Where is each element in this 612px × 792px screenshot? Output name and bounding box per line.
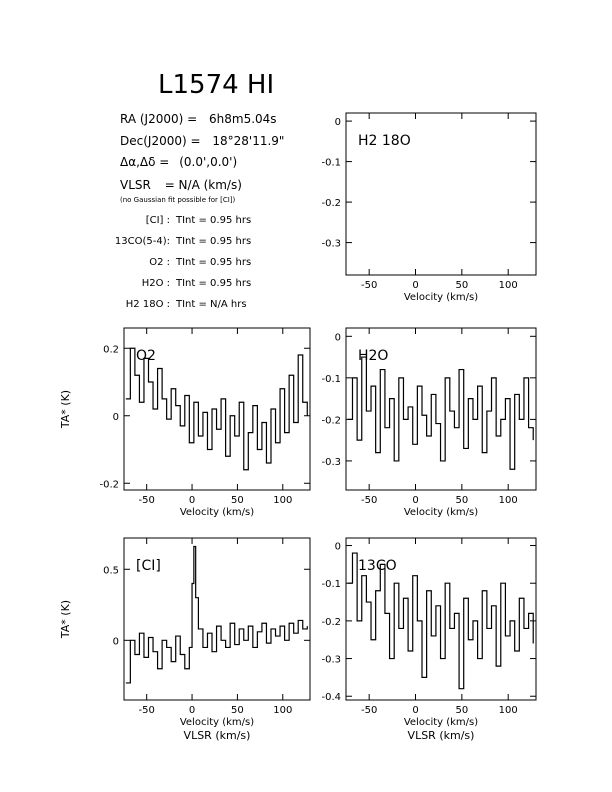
ra-label: RA (J2000) =: [120, 112, 198, 126]
x-tick-label: 100: [499, 705, 518, 716]
x-tick-label: 50: [231, 705, 244, 716]
y-axis-label: TA* (K): [59, 600, 72, 639]
x-tick-label: -50: [361, 495, 377, 506]
vlsr-label: VLSR: [120, 178, 151, 192]
vlsr-row: VLSR = N/A (km/s): [120, 178, 242, 192]
x-tick-label: 0: [412, 280, 418, 291]
y-tick-label: 0: [113, 412, 119, 423]
x-axis-label: Velocity (km/s): [404, 292, 478, 303]
x-tick-label: 50: [231, 495, 244, 506]
spectrum-label: [CI]: [136, 558, 161, 574]
spectrum-label: 13CO: [358, 558, 397, 574]
x-tick-label: 100: [499, 280, 518, 291]
y-tick-label: -0.1: [321, 158, 341, 169]
plot-frame: [345, 112, 537, 276]
x-tick-label: -50: [139, 495, 155, 506]
y-tick-label: -0.1: [321, 374, 341, 385]
integration-value: TInt = 0.95 hrs: [176, 257, 252, 268]
offset-value: (0.0',0.0'): [179, 155, 238, 169]
x-tick-label: 100: [273, 495, 292, 506]
x-axis-label: Velocity (km/s): [404, 717, 478, 728]
y-tick-label: -0.2: [321, 415, 341, 426]
plot-frame: [123, 327, 311, 491]
integration-value: TInt = 0.95 hrs: [176, 236, 252, 247]
dec-value: 18°28'11.9": [212, 134, 285, 148]
integration-value: TInt = N/A hrs: [176, 299, 247, 310]
y-tick-label: 0.2: [103, 344, 119, 355]
y-tick-label: -0.3: [321, 655, 341, 666]
y-tick-label: 0: [113, 636, 119, 647]
y-tick-label: -0.2: [321, 617, 341, 628]
integration-value: TInt = 0.95 hrs: [176, 215, 252, 226]
offset-row: Δα,Δδ = (0.0',0.0'): [120, 155, 237, 169]
x-tick-label: 100: [273, 705, 292, 716]
y-tick-label: -0.3: [321, 239, 341, 250]
dec-row: Dec(J2000) = 18°28'11.9": [120, 134, 284, 148]
x-tick-label: -50: [139, 705, 155, 716]
integration-row: H2O :: [141, 278, 170, 289]
page-title: L1574 HI: [158, 70, 275, 100]
x-axis-label: VLSR (km/s): [408, 729, 475, 742]
x-tick-label: 50: [455, 280, 468, 291]
x-tick-label: 0: [189, 705, 195, 716]
x-axis-label: VLSR (km/s): [184, 729, 251, 742]
offset-label: Δα,Δδ =: [120, 155, 170, 169]
y-tick-label: -0.3: [321, 457, 341, 468]
plot-frame: [345, 537, 537, 701]
integration-row: H2 18O :: [125, 299, 170, 310]
x-tick-label: 0: [189, 495, 195, 506]
x-axis-label: Velocity (km/s): [180, 507, 254, 518]
spectrum-line: [125, 545, 308, 684]
spectrum-label: H2 18O: [358, 133, 411, 149]
y-axis-label: TA* (K): [59, 390, 72, 429]
x-tick-label: 50: [455, 705, 468, 716]
spectrum-line: [347, 356, 534, 470]
y-tick-label: 0: [335, 117, 341, 128]
y-tick-label: -0.1: [321, 579, 341, 590]
dec-label: Dec(J2000) =: [120, 134, 201, 148]
x-tick-label: 0: [412, 495, 418, 506]
spectrum-line: [125, 347, 308, 471]
x-tick-label: -50: [361, 280, 377, 291]
x-tick-label: 0: [412, 705, 418, 716]
vlsr-value: = N/A (km/s): [164, 178, 242, 192]
x-axis-label: Velocity (km/s): [180, 717, 254, 728]
y-tick-label: -0.4: [321, 692, 341, 703]
y-tick-label: 0: [335, 332, 341, 343]
integration-row: [CI] :: [145, 215, 170, 226]
fit-note: (no Gaussian fit possible for [CI]): [120, 196, 236, 204]
x-tick-label: 100: [499, 495, 518, 506]
x-tick-label: 50: [455, 495, 468, 506]
plot-frame: [123, 537, 311, 701]
spectrum-label: O2: [136, 348, 156, 364]
ra-value: 6h8m5.04s: [209, 112, 277, 126]
x-tick-label: -50: [361, 705, 377, 716]
y-tick-label: 0.5: [103, 565, 119, 576]
integration-row: O2 :: [149, 257, 170, 268]
integration-row: 13CO(5-4):: [114, 236, 170, 247]
plot-frame: [345, 327, 537, 491]
y-tick-label: -0.2: [99, 479, 119, 490]
integration-value: TInt = 0.95 hrs: [176, 278, 252, 289]
ra-row: RA (J2000) = 6h8m5.04s: [120, 112, 277, 126]
spectrum-line: [347, 552, 534, 690]
y-tick-label: 0: [335, 542, 341, 553]
spectrum-label: H2O: [358, 348, 388, 364]
y-tick-label: -0.2: [321, 198, 341, 209]
x-axis-label: Velocity (km/s): [404, 507, 478, 518]
